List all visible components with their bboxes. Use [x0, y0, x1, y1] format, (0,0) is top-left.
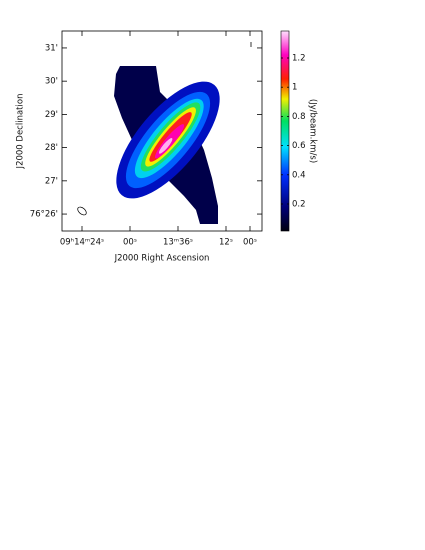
y-tick-label: 76°26'	[30, 210, 58, 220]
colorbar-tick-label: 0.2	[292, 199, 306, 209]
y-tick-label: 31'	[45, 43, 58, 53]
y-tick-label: 28'	[45, 143, 58, 153]
emission-map	[114, 66, 220, 224]
beam	[77, 206, 87, 216]
x-tick-label: 09ʰ14ᵐ24ˢ	[60, 238, 104, 248]
x-tick-label: 13ᵐ36ˢ	[163, 238, 193, 248]
colorbar-tick-label: 0.6	[292, 141, 306, 151]
colorbar-tick-label: 0.8	[292, 112, 306, 122]
plot-frame	[61, 30, 263, 232]
colorbar-tick-label: 1	[292, 83, 297, 93]
y-tick-label: 27'	[45, 176, 58, 186]
x-tick-label: 00ˢ	[243, 238, 257, 248]
colorbar	[280, 30, 290, 232]
y-axis-label: J2000 Declination	[16, 94, 26, 170]
colorbar-tick-label: 1.2	[292, 54, 306, 64]
x-tick-label: 00ˢ	[123, 238, 137, 248]
y-tick-label: 29'	[45, 110, 58, 120]
x-axis-label: J2000 Right Ascension	[114, 254, 210, 264]
colorbar-label: (Jy/beam.km/s)	[308, 99, 318, 163]
x-tick-label: 12ˢ	[219, 238, 233, 248]
y-tick-label: 30'	[45, 77, 58, 87]
colorbar-tick-label: 0.4	[292, 170, 306, 180]
